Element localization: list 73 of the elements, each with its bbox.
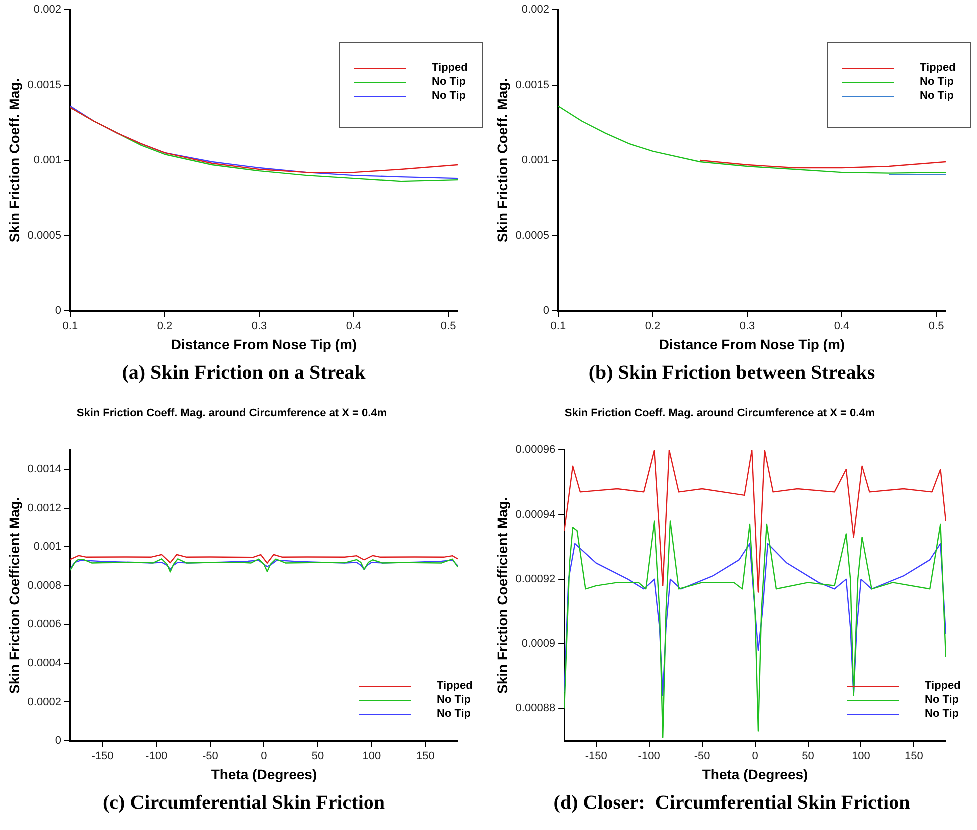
y-tick-label: 0.0004 (28, 657, 62, 670)
legend-label: No Tip (437, 694, 472, 706)
x-tick-label: 0.3 (740, 320, 756, 333)
x-tick-label: 100 (362, 750, 382, 763)
x-tick-label: 0.1 (62, 320, 78, 333)
x-tick-label: 0.5 (928, 320, 944, 333)
y-tick-label: 0.0012 (28, 502, 62, 514)
x-tick-label: 0.2 (157, 320, 173, 333)
x-tick-label: 0.4 (834, 320, 850, 333)
x-tick-label: 0.3 (252, 320, 268, 333)
x-tick-label: 0 (752, 750, 758, 763)
x-tick-label: -100 (146, 750, 168, 763)
y-tick-label: 0.0005 (516, 230, 550, 242)
x-axis-title: Distance From Nose Tip (m) (659, 336, 846, 352)
y-tick-label: 0 (543, 305, 550, 318)
y-tick-label: 0.002 (522, 4, 550, 16)
text: (d) Closer: Circumferential Skin Friction (552, 791, 912, 816)
y-tick-label: 0.0014 (28, 464, 62, 476)
x-tick-label: 0.4 (346, 320, 362, 333)
y-tick-label: 0.00092 (516, 573, 556, 586)
legend-label: Tipped (437, 680, 473, 692)
y-axis-title: Skin Friction Coefficient Mag. (494, 497, 510, 694)
y-tick-label: 0.00088 (516, 702, 556, 715)
text: (a) Skin Friction on a Streak (121, 361, 367, 386)
x-tick-label: 150 (416, 750, 435, 763)
y-tick-label: 0.00094 (516, 508, 556, 521)
x-axis-title: Theta (Degrees) (211, 766, 318, 782)
x-tick-label: 0.1 (550, 320, 566, 333)
x-tick-label: -150 (92, 750, 114, 763)
y-tick-label: 0.0008 (28, 580, 62, 592)
x-tick-label: 50 (802, 750, 814, 763)
x-tick-label: 0 (261, 750, 268, 763)
y-tick-label: 0.00096 (516, 444, 556, 456)
legend-label: Tipped (920, 62, 956, 74)
x-axis-title: Distance From Nose Tip (m) (171, 336, 358, 352)
x-tick-label: -150 (585, 750, 608, 763)
y-axis-title: Skin Friction Coeff. Mag. (494, 78, 510, 243)
y-axis-title: Skin Friction Coefficient Mag. (6, 497, 22, 694)
legend-label: No Tip (925, 694, 960, 706)
legend-label: No Tip (432, 76, 466, 88)
chart-title: Skin Friction Coeff. Mag. around Circumference at X = 0.4m (76, 408, 388, 420)
x-tick-label: -50 (202, 750, 218, 763)
y-tick-label: 0.001 (34, 154, 62, 167)
x-tick-label: 50 (312, 750, 324, 763)
legend-label: No Tip (437, 708, 472, 720)
x-tick-label: 0.2 (645, 320, 661, 333)
x-tick-label: 100 (852, 750, 870, 763)
y-tick-label: 0 (55, 735, 62, 748)
legend-label: Tipped (432, 62, 468, 74)
text: (c) Circumferential Skin Friction (102, 791, 386, 816)
legend-label: No Tip (432, 90, 466, 102)
legend-label: No Tip (920, 76, 954, 88)
y-axis-title: Skin Friction Coeff. Mag. (6, 78, 22, 243)
x-tick-label: 150 (905, 750, 924, 763)
legend-label: No Tip (920, 90, 954, 102)
x-axis-title: Theta (Degrees) (702, 766, 808, 782)
legend-label: No Tip (925, 708, 960, 720)
x-tick-label: -100 (638, 750, 660, 763)
x-tick-label: 0.5 (440, 320, 456, 333)
chart-title: Skin Friction Coeff. Mag. around Circumference at X = 0.4m (564, 408, 876, 420)
y-tick-label: 0.0005 (28, 230, 62, 242)
y-tick-label: 0.0006 (28, 618, 62, 631)
y-tick-label: 0.0002 (28, 696, 62, 708)
y-tick-label: 0.001 (34, 541, 62, 554)
text: (b) Skin Friction between Streaks (588, 361, 876, 386)
legend-label: Tipped (925, 680, 961, 692)
y-tick-label: 0 (55, 305, 62, 318)
y-tick-label: 0.0015 (516, 79, 550, 92)
y-tick-label: 0.002 (34, 4, 62, 16)
y-tick-label: 0.0015 (28, 79, 62, 92)
x-tick-label: -50 (694, 750, 710, 763)
y-tick-label: 0.0009 (522, 638, 556, 650)
y-tick-label: 0.001 (522, 154, 550, 167)
